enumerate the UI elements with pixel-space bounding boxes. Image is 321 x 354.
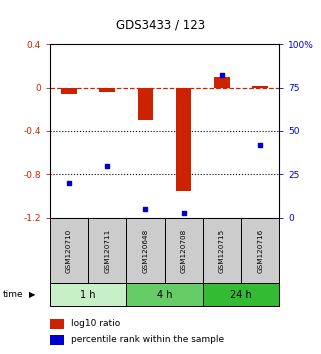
Point [181, 210, 186, 215]
Bar [50, 218, 88, 283]
Bar [100, 88, 115, 92]
Bar [203, 218, 241, 283]
Point [143, 206, 148, 212]
Text: GSM120708: GSM120708 [181, 228, 187, 273]
Text: GSM120716: GSM120716 [257, 228, 263, 273]
Bar [176, 88, 191, 190]
Text: GSM120715: GSM120715 [219, 228, 225, 273]
Bar [214, 77, 230, 88]
Text: ▶: ▶ [29, 290, 35, 299]
Bar [203, 283, 279, 306]
Bar [241, 218, 279, 283]
Point [219, 73, 224, 78]
Text: time: time [3, 290, 24, 299]
Bar [126, 218, 164, 283]
Bar [88, 218, 126, 283]
Bar [61, 88, 76, 93]
Text: 1 h: 1 h [80, 290, 96, 300]
Text: GSM120648: GSM120648 [143, 228, 148, 273]
Point [257, 142, 263, 148]
Point [105, 163, 110, 169]
Bar [50, 283, 126, 306]
Bar [253, 86, 268, 88]
Bar [138, 88, 153, 120]
Text: GDS3433 / 123: GDS3433 / 123 [116, 18, 205, 31]
Text: GSM120710: GSM120710 [66, 228, 72, 273]
Text: log10 ratio: log10 ratio [71, 319, 120, 329]
Point [66, 180, 72, 186]
Text: 4 h: 4 h [157, 290, 172, 300]
Bar [164, 218, 203, 283]
Bar [126, 283, 203, 306]
Text: percentile rank within the sample: percentile rank within the sample [71, 335, 224, 344]
Text: GSM120711: GSM120711 [104, 228, 110, 273]
Text: 24 h: 24 h [230, 290, 252, 300]
